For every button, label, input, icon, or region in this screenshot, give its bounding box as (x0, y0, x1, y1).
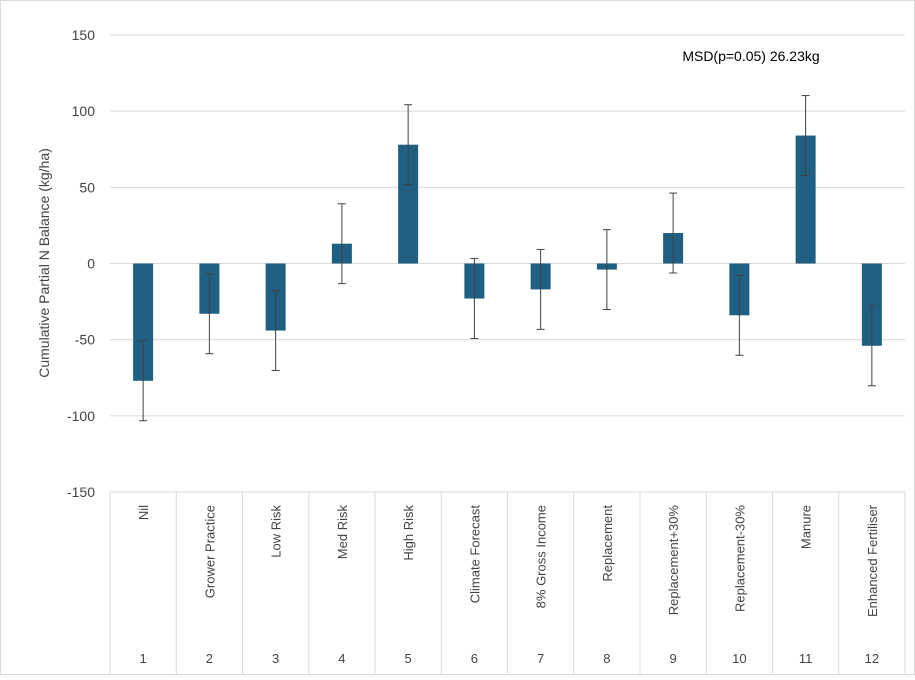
y-tick-label: -100 (67, 408, 95, 424)
y-axis-tick-labels: 150 100 50 0 -50 -100 -150 (67, 27, 95, 500)
bar (398, 144, 419, 264)
bar (133, 263, 154, 381)
category-label: Replacement+30% (666, 505, 681, 616)
category-number: 5 (405, 651, 412, 666)
category-label: Manure (799, 505, 814, 549)
category-number: 10 (732, 651, 746, 666)
bar (795, 135, 816, 264)
category-number: 11 (799, 651, 813, 666)
category-label: Grower Practice (202, 505, 217, 598)
category-number: 9 (670, 651, 677, 666)
category-label: Med Risk (335, 505, 350, 560)
category-label: 8% Gross Income (534, 505, 549, 608)
y-tick-label: 50 (79, 179, 95, 195)
category-number: 4 (338, 651, 345, 666)
category-number: 2 (206, 651, 213, 666)
y-tick-label: 100 (72, 103, 96, 119)
category-label: Replacement-30% (732, 505, 747, 612)
y-tick-label: 150 (72, 27, 96, 43)
category-grid (109, 492, 906, 675)
y-tick-label: -50 (75, 332, 95, 348)
category-label: Climate Forecast (467, 505, 482, 604)
x-axis-number-labels: 1 2 3 4 5 6 7 8 9 10 11 12 (140, 651, 880, 666)
error-bars (139, 95, 876, 422)
category-number: 7 (537, 651, 544, 666)
msd-annotation: MSD(p=0.05) 26.23kg (682, 48, 819, 64)
category-label: Replacement (600, 505, 615, 582)
category-number: 12 (865, 651, 879, 666)
category-number: 3 (272, 651, 279, 666)
y-tick-label: -150 (67, 484, 95, 500)
category-number: 1 (140, 651, 147, 666)
bar (861, 263, 882, 346)
category-number: 8 (603, 651, 610, 666)
category-label: Low Risk (269, 505, 284, 558)
category-label: Nil (136, 505, 151, 520)
x-axis-category-labels: Nil Grower Practice Low Risk Med Risk High R… (136, 504, 880, 617)
y-tick-label: 0 (87, 256, 95, 272)
category-label: High Risk (401, 505, 416, 561)
y-axis-title: Cumulative Partial N Balance (kg/ha) (36, 148, 52, 378)
category-number: 6 (471, 651, 478, 666)
category-label: Enhanced Fertiliser (865, 504, 880, 617)
